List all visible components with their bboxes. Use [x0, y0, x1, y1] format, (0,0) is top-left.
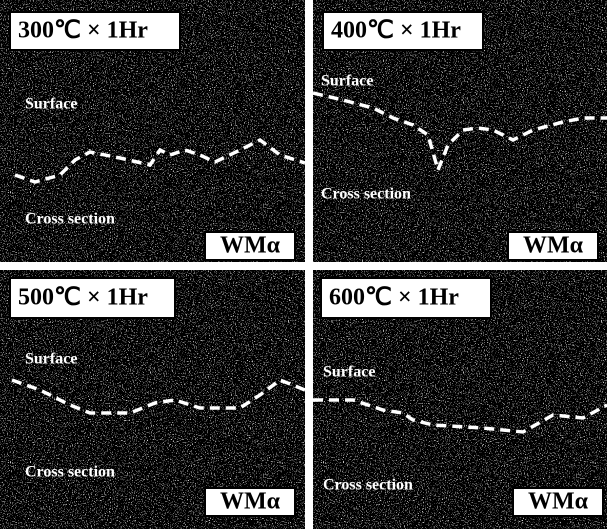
element-label: WMα — [523, 233, 584, 259]
cross-section-label: Cross section — [25, 211, 115, 228]
surface-label: Surface — [25, 351, 77, 368]
title-box — [9, 277, 176, 319]
interface-line — [313, 398, 607, 434]
surface-label: Surface — [25, 96, 77, 113]
panel-title: 600℃ × 1Hr — [329, 285, 459, 311]
panel: 600℃ × 1Hr Surface Cross section WMα — [313, 270, 607, 529]
surface-label: Surface — [323, 364, 375, 381]
panel-title: 400℃ × 1Hr — [331, 18, 461, 44]
element-box — [204, 487, 296, 517]
interface-line — [14, 137, 306, 184]
interface-line — [11, 378, 306, 415]
element-box — [512, 487, 604, 517]
title-box — [320, 277, 492, 319]
element-label: WMα — [220, 233, 281, 259]
cross-section-label: Cross section — [323, 477, 413, 494]
element-box — [507, 231, 599, 261]
cross-section-label: Cross section — [25, 464, 115, 481]
panel: 300℃ × 1Hr Surface Cross section WMα — [0, 0, 306, 262]
panel-title: 500℃ × 1Hr — [18, 285, 148, 311]
title-box — [9, 11, 181, 51]
interface-line — [312, 91, 607, 176]
title-box — [322, 11, 484, 51]
panel-title: 300℃ × 1Hr — [18, 18, 148, 44]
cross-section-label: Cross section — [321, 186, 411, 203]
element-label: WMα — [220, 489, 281, 515]
element-box — [204, 231, 296, 261]
panel: 400℃ × 1Hr Surface Cross section WMα — [312, 0, 607, 262]
element-label: WMα — [528, 489, 589, 515]
surface-label: Surface — [321, 73, 373, 90]
panel: 500℃ × 1Hr Surface Cross section WMα — [0, 270, 306, 529]
